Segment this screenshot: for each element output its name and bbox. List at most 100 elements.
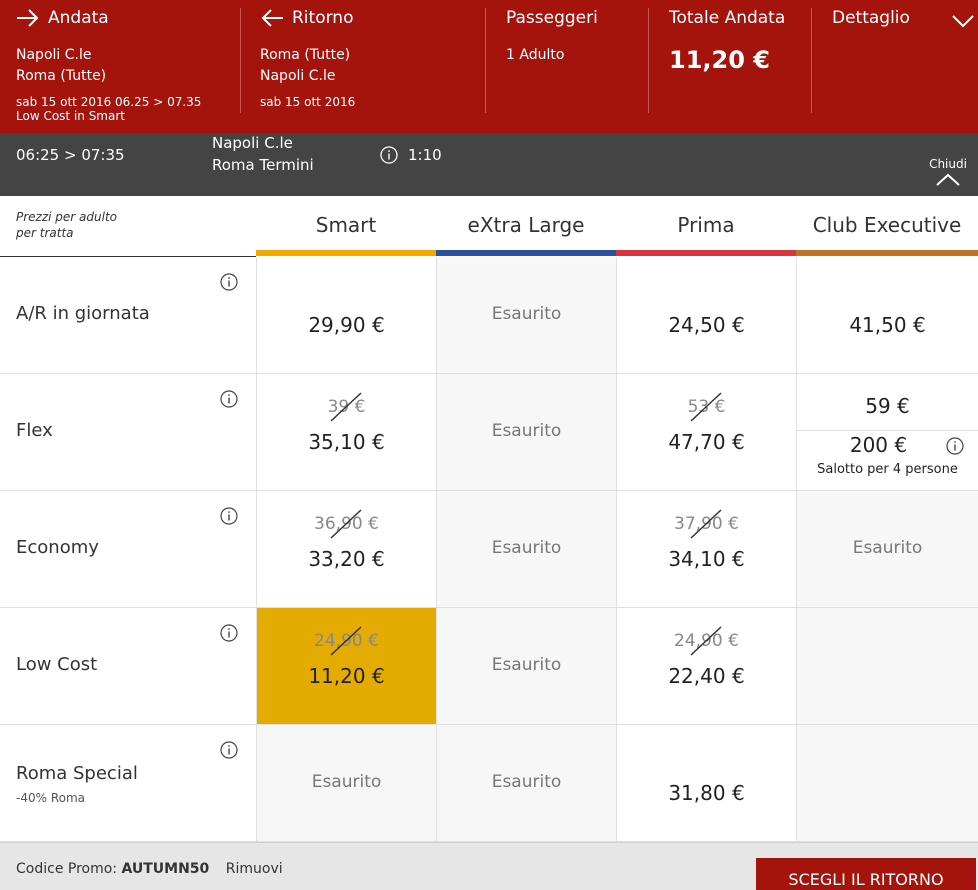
passeggeri-title: Passeggeri — [506, 8, 598, 28]
column-extra-large: eXtra Large — [436, 196, 616, 256]
info-icon[interactable] — [380, 146, 398, 164]
fare-cell-economy-smart[interactable]: 36,90 € 33,20 € — [256, 491, 436, 608]
row-label: Flex — [16, 420, 53, 441]
andata-offer: Low Cost in Smart — [16, 109, 125, 123]
fare-cell-economy-club-executive: Esaurito — [796, 491, 978, 608]
column-club-executive-label: Club Executive — [812, 213, 962, 237]
row-ar-giornata: A/R in giornata — [0, 257, 256, 374]
fare-cell-ar-extra-large: Esaurito — [436, 257, 616, 374]
ritorno-title[interactable]: Ritorno — [260, 8, 353, 28]
arrow-right-icon — [17, 9, 39, 27]
extra-large-color-bar — [436, 250, 616, 256]
dettaglio-title: Dettaglio — [832, 8, 910, 28]
fare-price: 59 € — [865, 394, 910, 418]
sold-out-label: Esaurito — [491, 304, 562, 324]
remove-promo-link[interactable]: Rimuovi — [225, 861, 283, 877]
price-note-line2: per tratta — [16, 226, 74, 240]
salotto-note: Salotto per 4 persone — [817, 462, 958, 477]
fare-cell-ar-prima[interactable]: 24,50 € — [616, 257, 796, 374]
strike-mark — [690, 509, 722, 539]
fare-cell-low-cost-extra-large: Esaurito — [436, 608, 616, 725]
ritorno-date: sab 15 ott 2016 — [260, 95, 356, 109]
fare-old-price: 24,90 € — [617, 626, 796, 656]
info-icon[interactable] — [220, 507, 238, 525]
train-time: 06:25 > 07:35 — [16, 146, 125, 164]
prima-color-bar — [616, 250, 796, 256]
andata-datetime: sab 15 ott 2016 06.25 > 07.35 — [16, 95, 202, 109]
fare-cell-flex-club-executive[interactable]: 59 € 200 € Salotto per 4 persone — [796, 374, 978, 491]
info-icon[interactable] — [220, 624, 238, 642]
sold-out-label: Esaurito — [311, 772, 382, 792]
fare-price: 11,20 € — [308, 664, 385, 688]
fare-cell-ar-club-executive[interactable]: 41,50 € — [796, 257, 978, 374]
fare-cell-ar-smart[interactable]: 29,90 € — [256, 257, 436, 374]
footer-bar: Codice Promo: AUTUMN50 Rimuovi SCEGLI IL… — [0, 842, 978, 890]
column-smart: Smart — [256, 196, 436, 256]
fare-price: 35,10 € — [308, 430, 385, 454]
close-button[interactable]: Chiudi — [926, 157, 970, 186]
promo-code-value: AUTUMN50 — [121, 861, 210, 877]
fare-cell-low-cost-smart-selected[interactable]: 24,90 € 11,20 € — [256, 608, 436, 725]
train-to: Roma Termini — [212, 156, 314, 174]
totale-title: Totale Andata — [669, 8, 786, 28]
salotto-price[interactable]: 200 € — [849, 433, 908, 457]
header-divider — [811, 8, 812, 113]
train-info-bar: 06:25 > 07:35 Napoli C.le Roma Termini 1… — [0, 133, 978, 196]
fare-old-price: 53 € — [617, 392, 796, 422]
row-label: Economy — [16, 537, 99, 558]
row-low-cost: Low Cost — [0, 608, 256, 725]
fare-price: 31,80 € — [668, 781, 745, 805]
header-underline — [0, 256, 256, 257]
row-label: A/R in giornata — [16, 303, 150, 324]
fare-cell-flex-smart[interactable]: 39 € 35,10 € — [256, 374, 436, 491]
sold-out-label: Esaurito — [491, 538, 562, 558]
fare-cell-economy-prima[interactable]: 37,90 € 34,10 € — [616, 491, 796, 608]
fare-price: 24,50 € — [668, 313, 745, 337]
cell-divider — [797, 430, 978, 431]
fare-cell-low-cost-prima[interactable]: 24,90 € 22,40 € — [616, 608, 796, 725]
price-note: Prezzi per adulto per tratta — [16, 209, 117, 241]
column-smart-label: Smart — [315, 213, 377, 237]
andata-from: Napoli C.le — [16, 47, 92, 63]
fare-price: 22,40 € — [668, 664, 745, 688]
dettaglio-toggle[interactable]: Dettaglio — [832, 0, 978, 133]
choose-return-button[interactable]: SCEGLI IL RITORNO — [756, 858, 976, 890]
strike-mark — [330, 626, 362, 656]
sold-out-label: Esaurito — [852, 538, 923, 558]
row-economy: Economy — [0, 491, 256, 608]
column-club-executive: Club Executive — [796, 196, 978, 256]
chevron-down-icon[interactable] — [948, 6, 978, 36]
andata-title[interactable]: Andata — [16, 8, 109, 28]
info-icon[interactable] — [220, 741, 238, 759]
sold-out-label: Esaurito — [491, 421, 562, 441]
ritorno-to: Napoli C.le — [260, 68, 336, 84]
info-icon[interactable] — [946, 437, 964, 455]
promo-label: Codice Promo: — [16, 861, 118, 877]
train-from: Napoli C.le — [212, 134, 293, 152]
header-divider — [648, 8, 649, 113]
passeggeri-value: 1 Adulto — [506, 47, 565, 63]
info-icon[interactable] — [220, 390, 238, 408]
fare-cell-special-prima[interactable]: 31,80 € — [616, 725, 796, 842]
totale-value: 11,20 € — [669, 46, 770, 74]
fare-price: 41,50 € — [849, 313, 926, 337]
fare-cell-flex-prima[interactable]: 53 € 47,70 € — [616, 374, 796, 491]
fare-old-price: 39 € — [257, 392, 436, 422]
andata-label: Andata — [48, 8, 109, 28]
header-divider — [240, 8, 241, 113]
fare-cell-special-club-executive — [796, 725, 978, 842]
fare-cell-flex-extra-large: Esaurito — [436, 374, 616, 491]
fare-cell-economy-extra-large: Esaurito — [436, 491, 616, 608]
fare-old-price: 37,90 € — [617, 509, 796, 539]
column-extra-large-label: eXtra Large — [467, 213, 585, 237]
strike-mark — [690, 626, 722, 656]
fare-old-price: 36,90 € — [257, 509, 436, 539]
fare-price: 47,70 € — [668, 430, 745, 454]
andata-to: Roma (Tutte) — [16, 68, 107, 84]
fare-cell-low-cost-club-executive — [796, 608, 978, 725]
strike-mark — [330, 509, 362, 539]
train-duration[interactable]: 1:10 — [380, 146, 442, 164]
fare-price: 34,10 € — [668, 547, 745, 571]
info-icon[interactable] — [220, 273, 238, 291]
fare-old-price: 24,90 € — [257, 626, 436, 656]
